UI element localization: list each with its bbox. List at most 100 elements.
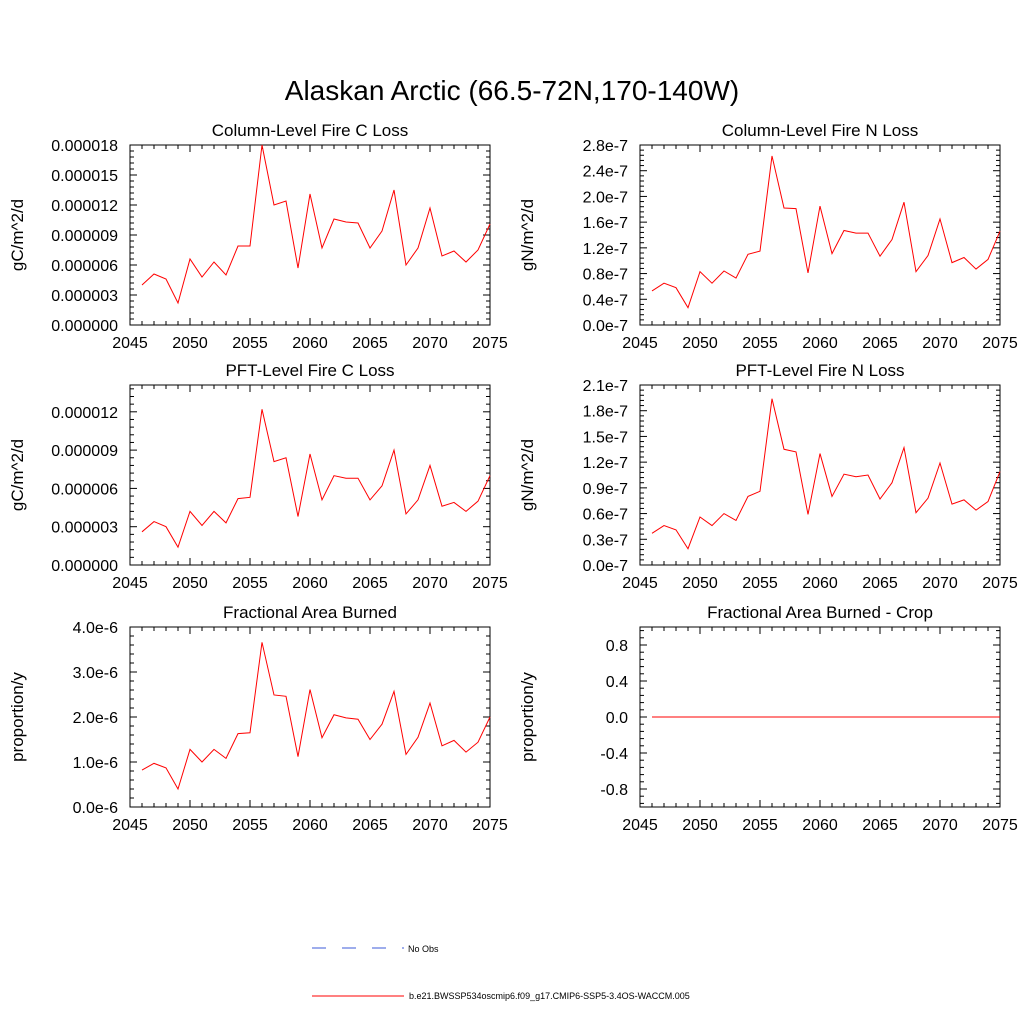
x-tick-label: 2055: [742, 817, 778, 834]
y-tick-label: 0.0e-7: [583, 558, 628, 575]
panel-title: Column-Level Fire N Loss: [722, 121, 919, 140]
x-tick-label: 2045: [112, 817, 148, 834]
y-tick-label: 0.4: [606, 674, 628, 691]
panels: Column-Level Fire C Loss gC/m^2/d 2045 2050…: [8, 121, 1018, 834]
panel-title: Fractional Area Burned - Crop: [707, 603, 933, 622]
x-tick-label: 2075: [982, 817, 1018, 834]
x-tick-label: 2060: [292, 575, 328, 592]
y-tick-label: 0.000012: [51, 198, 118, 215]
plot-frame: [129, 144, 491, 326]
y-tick-label: 0.000000: [51, 318, 118, 335]
x-tick-label: 2045: [112, 575, 148, 592]
series-line: [141, 409, 491, 549]
y-tick-label: 1.6e-7: [583, 215, 628, 232]
x-tick-label: 2070: [922, 335, 958, 352]
x-tick-label: 2070: [412, 335, 448, 352]
panel-frac_area_burned_crop: Fractional Area Burned - Crop proportion/…: [518, 603, 1018, 834]
y-tick-label: 1.2e-7: [583, 455, 628, 472]
y-tick-label: 0.3e-7: [583, 532, 628, 549]
series-line: [651, 398, 1001, 550]
x-tick-label: 2065: [862, 575, 898, 592]
x-tick-label: 2065: [862, 335, 898, 352]
x-tick-label: 2055: [742, 575, 778, 592]
y-tick-label: 0.6e-7: [583, 507, 628, 524]
y-tick-label: 0.000000: [51, 558, 118, 575]
x-tick-label: 2050: [682, 575, 718, 592]
x-tick-label: 2065: [352, 817, 388, 834]
x-tick-label: 2050: [172, 335, 208, 352]
y-tick-label: 0.0: [606, 710, 628, 727]
legend-model-label: b.e21.BWSSP534oscmip6.f09_g17.CMIP6-SSP5…: [409, 991, 690, 1001]
y-tick-label: -0.4: [600, 746, 628, 763]
y-tick-label: 0.8: [606, 638, 628, 655]
x-tick-label: 2070: [412, 575, 448, 592]
y-tick-label: 2.8e-7: [583, 138, 628, 155]
y-tick-label: 1.2e-7: [583, 241, 628, 258]
panel-pft_fire_c: PFT-Level Fire C Loss gC/m^2/d 2045 2050 205…: [8, 361, 508, 592]
series-line: [651, 155, 1001, 309]
panel-title: Fractional Area Burned: [223, 603, 397, 622]
y-tick-label: 2.1e-7: [583, 378, 628, 395]
y-axis-label: gN/m^2/d: [518, 439, 537, 511]
figure-title: Alaskan Arctic (66.5-72N,170-140W): [285, 75, 739, 106]
x-tick-label: 2075: [982, 335, 1018, 352]
x-tick-label: 2055: [232, 575, 268, 592]
y-axis-label: proportion/y: [8, 672, 27, 762]
y-tick-label: 2.4e-7: [583, 164, 628, 181]
x-tick-label: 2045: [112, 335, 148, 352]
panel-col_fire_c: Column-Level Fire C Loss gC/m^2/d 2045 2050…: [8, 121, 508, 352]
legend: No Obs b.e21.BWSSP534oscmip6.f09_g17.CMI…: [312, 944, 690, 1001]
y-tick-label: 0.000015: [51, 168, 118, 185]
legend-obs-label: No Obs: [408, 944, 439, 954]
x-tick-label: 2045: [622, 335, 658, 352]
y-tick-label: 0.000009: [51, 443, 118, 460]
x-tick-label: 2070: [412, 817, 448, 834]
y-tick-label: 2.0e-7: [583, 189, 628, 206]
series-line: [141, 642, 491, 791]
y-tick-label: 0.0e-7: [583, 318, 628, 335]
x-tick-label: 2060: [802, 335, 838, 352]
x-tick-label: 2050: [682, 817, 718, 834]
y-tick-label: 1.0e-6: [73, 755, 118, 772]
y-axis-label: proportion/y: [518, 672, 537, 762]
plot-frame: [639, 384, 1001, 566]
x-tick-label: 2045: [622, 575, 658, 592]
y-tick-label: 0.000006: [51, 481, 118, 498]
panel-title: Column-Level Fire C Loss: [212, 121, 409, 140]
y-tick-label: 0.000003: [51, 288, 118, 305]
y-tick-label: 1.8e-7: [583, 404, 628, 421]
panel-title: PFT-Level Fire N Loss: [735, 361, 904, 380]
x-tick-label: 2070: [922, 575, 958, 592]
y-axis-label: gN/m^2/d: [518, 199, 537, 271]
y-tick-label: 0.000012: [51, 405, 118, 422]
x-tick-label: 2075: [472, 335, 508, 352]
y-tick-label: 0.000018: [51, 138, 118, 155]
plot-frame: [639, 144, 1001, 326]
panel-title: PFT-Level Fire C Loss: [225, 361, 394, 380]
x-tick-label: 2065: [352, 335, 388, 352]
y-tick-label: 0.0e-6: [73, 800, 118, 817]
y-tick-label: 0.000009: [51, 228, 118, 245]
x-tick-label: 2060: [802, 817, 838, 834]
x-tick-label: 2075: [472, 575, 508, 592]
y-tick-label: 0.4e-7: [583, 292, 628, 309]
y-tick-label: 4.0e-6: [73, 620, 118, 637]
y-tick-label: 3.0e-6: [73, 665, 118, 682]
y-tick-label: 0.9e-7: [583, 481, 628, 498]
x-tick-label: 2055: [232, 335, 268, 352]
panel-pft_fire_n: PFT-Level Fire N Loss gN/m^2/d 2045 2050 205…: [518, 361, 1018, 592]
x-tick-label: 2050: [172, 575, 208, 592]
x-tick-label: 2045: [622, 817, 658, 834]
y-tick-label: -0.8: [600, 782, 628, 799]
panel-frac_area_burned: Fractional Area Burned proportion/y 2045 20…: [8, 603, 508, 834]
y-tick-label: 2.0e-6: [73, 710, 118, 727]
x-tick-label: 2060: [292, 335, 328, 352]
y-tick-label: 1.5e-7: [583, 429, 628, 446]
y-axis-label: gC/m^2/d: [8, 199, 27, 271]
x-tick-label: 2060: [802, 575, 838, 592]
x-tick-label: 2060: [292, 817, 328, 834]
x-tick-label: 2050: [682, 335, 718, 352]
x-tick-label: 2070: [922, 817, 958, 834]
plot-frame: [129, 626, 491, 808]
